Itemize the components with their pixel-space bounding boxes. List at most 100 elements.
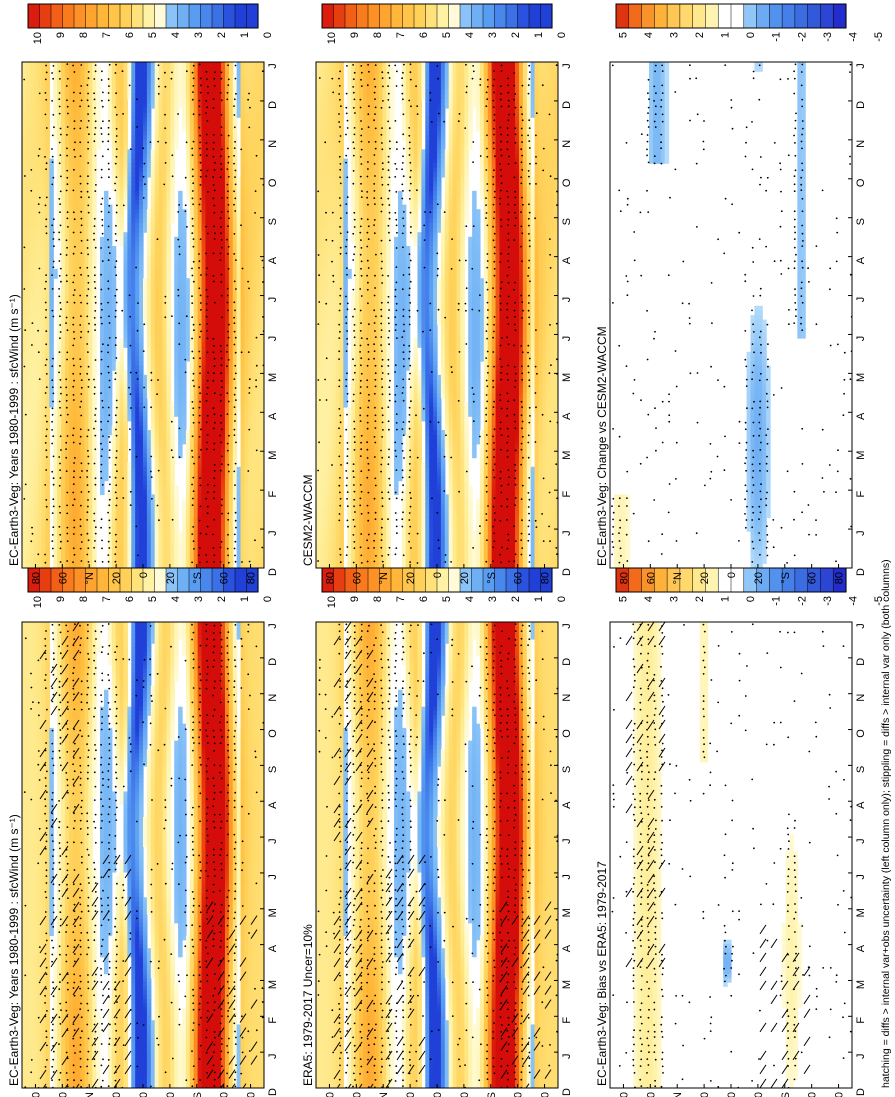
heatmap-cell [143, 706, 148, 712]
heatmap-cell [154, 918, 160, 924]
heatmap-cell [213, 664, 218, 670]
heatmap-cell [33, 1003, 39, 1009]
heatmap-cell [72, 914, 78, 920]
heatmap-cell [37, 1024, 43, 1030]
heatmap-cell [119, 694, 125, 699]
heatmap-cell [76, 808, 82, 814]
heatmap-cell [100, 732, 105, 737]
heatmap-cell [135, 736, 140, 742]
heatmap-cell [166, 651, 171, 657]
heatmap-cell [92, 888, 97, 894]
heatmap-cell [33, 888, 39, 894]
heatmap-cell [76, 799, 82, 805]
heatmap-cell [61, 698, 66, 704]
heatmap-cell [123, 922, 128, 928]
heatmap-cell [158, 956, 164, 962]
heatmap-cell [22, 1015, 27, 1021]
heatmap-cell [221, 634, 226, 640]
heatmap-cell [68, 685, 74, 691]
heatmap-cell [170, 622, 175, 627]
heatmap-cell [72, 787, 78, 793]
heatmap-cell [103, 732, 109, 737]
heatmap-cell [205, 922, 210, 928]
heatmap-cell [45, 821, 50, 826]
heatmap-cell [162, 774, 168, 780]
heatmap-cell [84, 719, 89, 725]
heatmap-cell [107, 622, 113, 627]
heatmap-cell [92, 994, 97, 1000]
heatmap-cell [115, 1041, 121, 1047]
heatmap-cell [174, 1015, 179, 1021]
heatmap-cell [25, 1062, 31, 1068]
heatmap-cell [22, 1071, 27, 1076]
heatmap-cell [92, 952, 97, 958]
heatmap-cell [185, 698, 191, 704]
heatmap-cell [150, 871, 156, 877]
heatmap-cell [25, 990, 31, 996]
heatmap-cell [217, 901, 222, 907]
heatmap-cell [45, 643, 50, 649]
heatmap-cell [209, 1066, 214, 1072]
heatmap-cell [182, 638, 187, 644]
heatmap-cell [45, 804, 50, 809]
heatmap-cell [143, 910, 148, 915]
heatmap-cell [221, 1015, 226, 1021]
heatmap-cell [178, 1058, 183, 1064]
heatmap-cell [37, 977, 43, 983]
heatmap-cell [154, 952, 160, 958]
heatmap-cell [174, 1071, 179, 1076]
heatmap-cell [213, 1007, 218, 1013]
heatmap-cell [154, 956, 160, 962]
heatmap-cell [166, 770, 171, 776]
heatmap-cell [80, 960, 86, 966]
heatmap-cell [57, 999, 62, 1004]
heatmap-cell [107, 808, 113, 814]
heatmap-cell [88, 1003, 93, 1009]
heatmap-cell [146, 655, 152, 661]
heatmap-cell [72, 1011, 78, 1017]
heatmap-cell [29, 969, 35, 975]
heatmap-cell [209, 727, 214, 733]
heatmap-cell [22, 774, 27, 780]
heatmap-cell [72, 1045, 78, 1051]
heatmap-cell [53, 694, 58, 699]
heatmap-cell [119, 698, 125, 704]
heatmap-cell [84, 774, 89, 780]
heatmap-cell [111, 982, 117, 987]
heatmap-cell [57, 977, 62, 983]
heatmap-cell [193, 778, 199, 784]
heatmap-cell [25, 744, 31, 750]
heatmap-cell [115, 782, 121, 788]
heatmap-cell [72, 1079, 78, 1085]
heatmap-cell [84, 960, 89, 966]
heatmap-cell [193, 994, 199, 1000]
heatmap-cell [150, 782, 156, 788]
heatmap-cell [189, 884, 195, 890]
heatmap-cell [162, 1049, 168, 1055]
heatmap-cell [80, 1028, 86, 1034]
heatmap-cell [111, 672, 117, 678]
heatmap-cell [41, 867, 47, 873]
heatmap-cell [22, 706, 27, 712]
heatmap-cell [80, 778, 86, 784]
heatmap-cell [146, 863, 152, 869]
heatmap-cell [197, 956, 203, 962]
heatmap-cell [68, 876, 74, 882]
heatmap-cell [103, 914, 109, 920]
heatmap-cell [158, 931, 164, 937]
heatmap-cell [217, 973, 222, 979]
heatmap-cell [201, 960, 207, 966]
heatmap-cell [22, 1007, 27, 1013]
heatmap-cell [111, 977, 117, 983]
heatmap-cell [96, 1028, 101, 1034]
heatmap-cell [221, 893, 226, 898]
heatmap-cell [139, 702, 144, 708]
heatmap-cell [158, 710, 164, 716]
heatmap-cell [45, 884, 50, 890]
heatmap-cell [182, 643, 187, 649]
heatmap-cell [25, 927, 31, 932]
heatmap-cell [72, 927, 78, 932]
heatmap-cell [189, 986, 195, 992]
heatmap-cell [123, 833, 128, 839]
heatmap-cell [170, 952, 175, 958]
